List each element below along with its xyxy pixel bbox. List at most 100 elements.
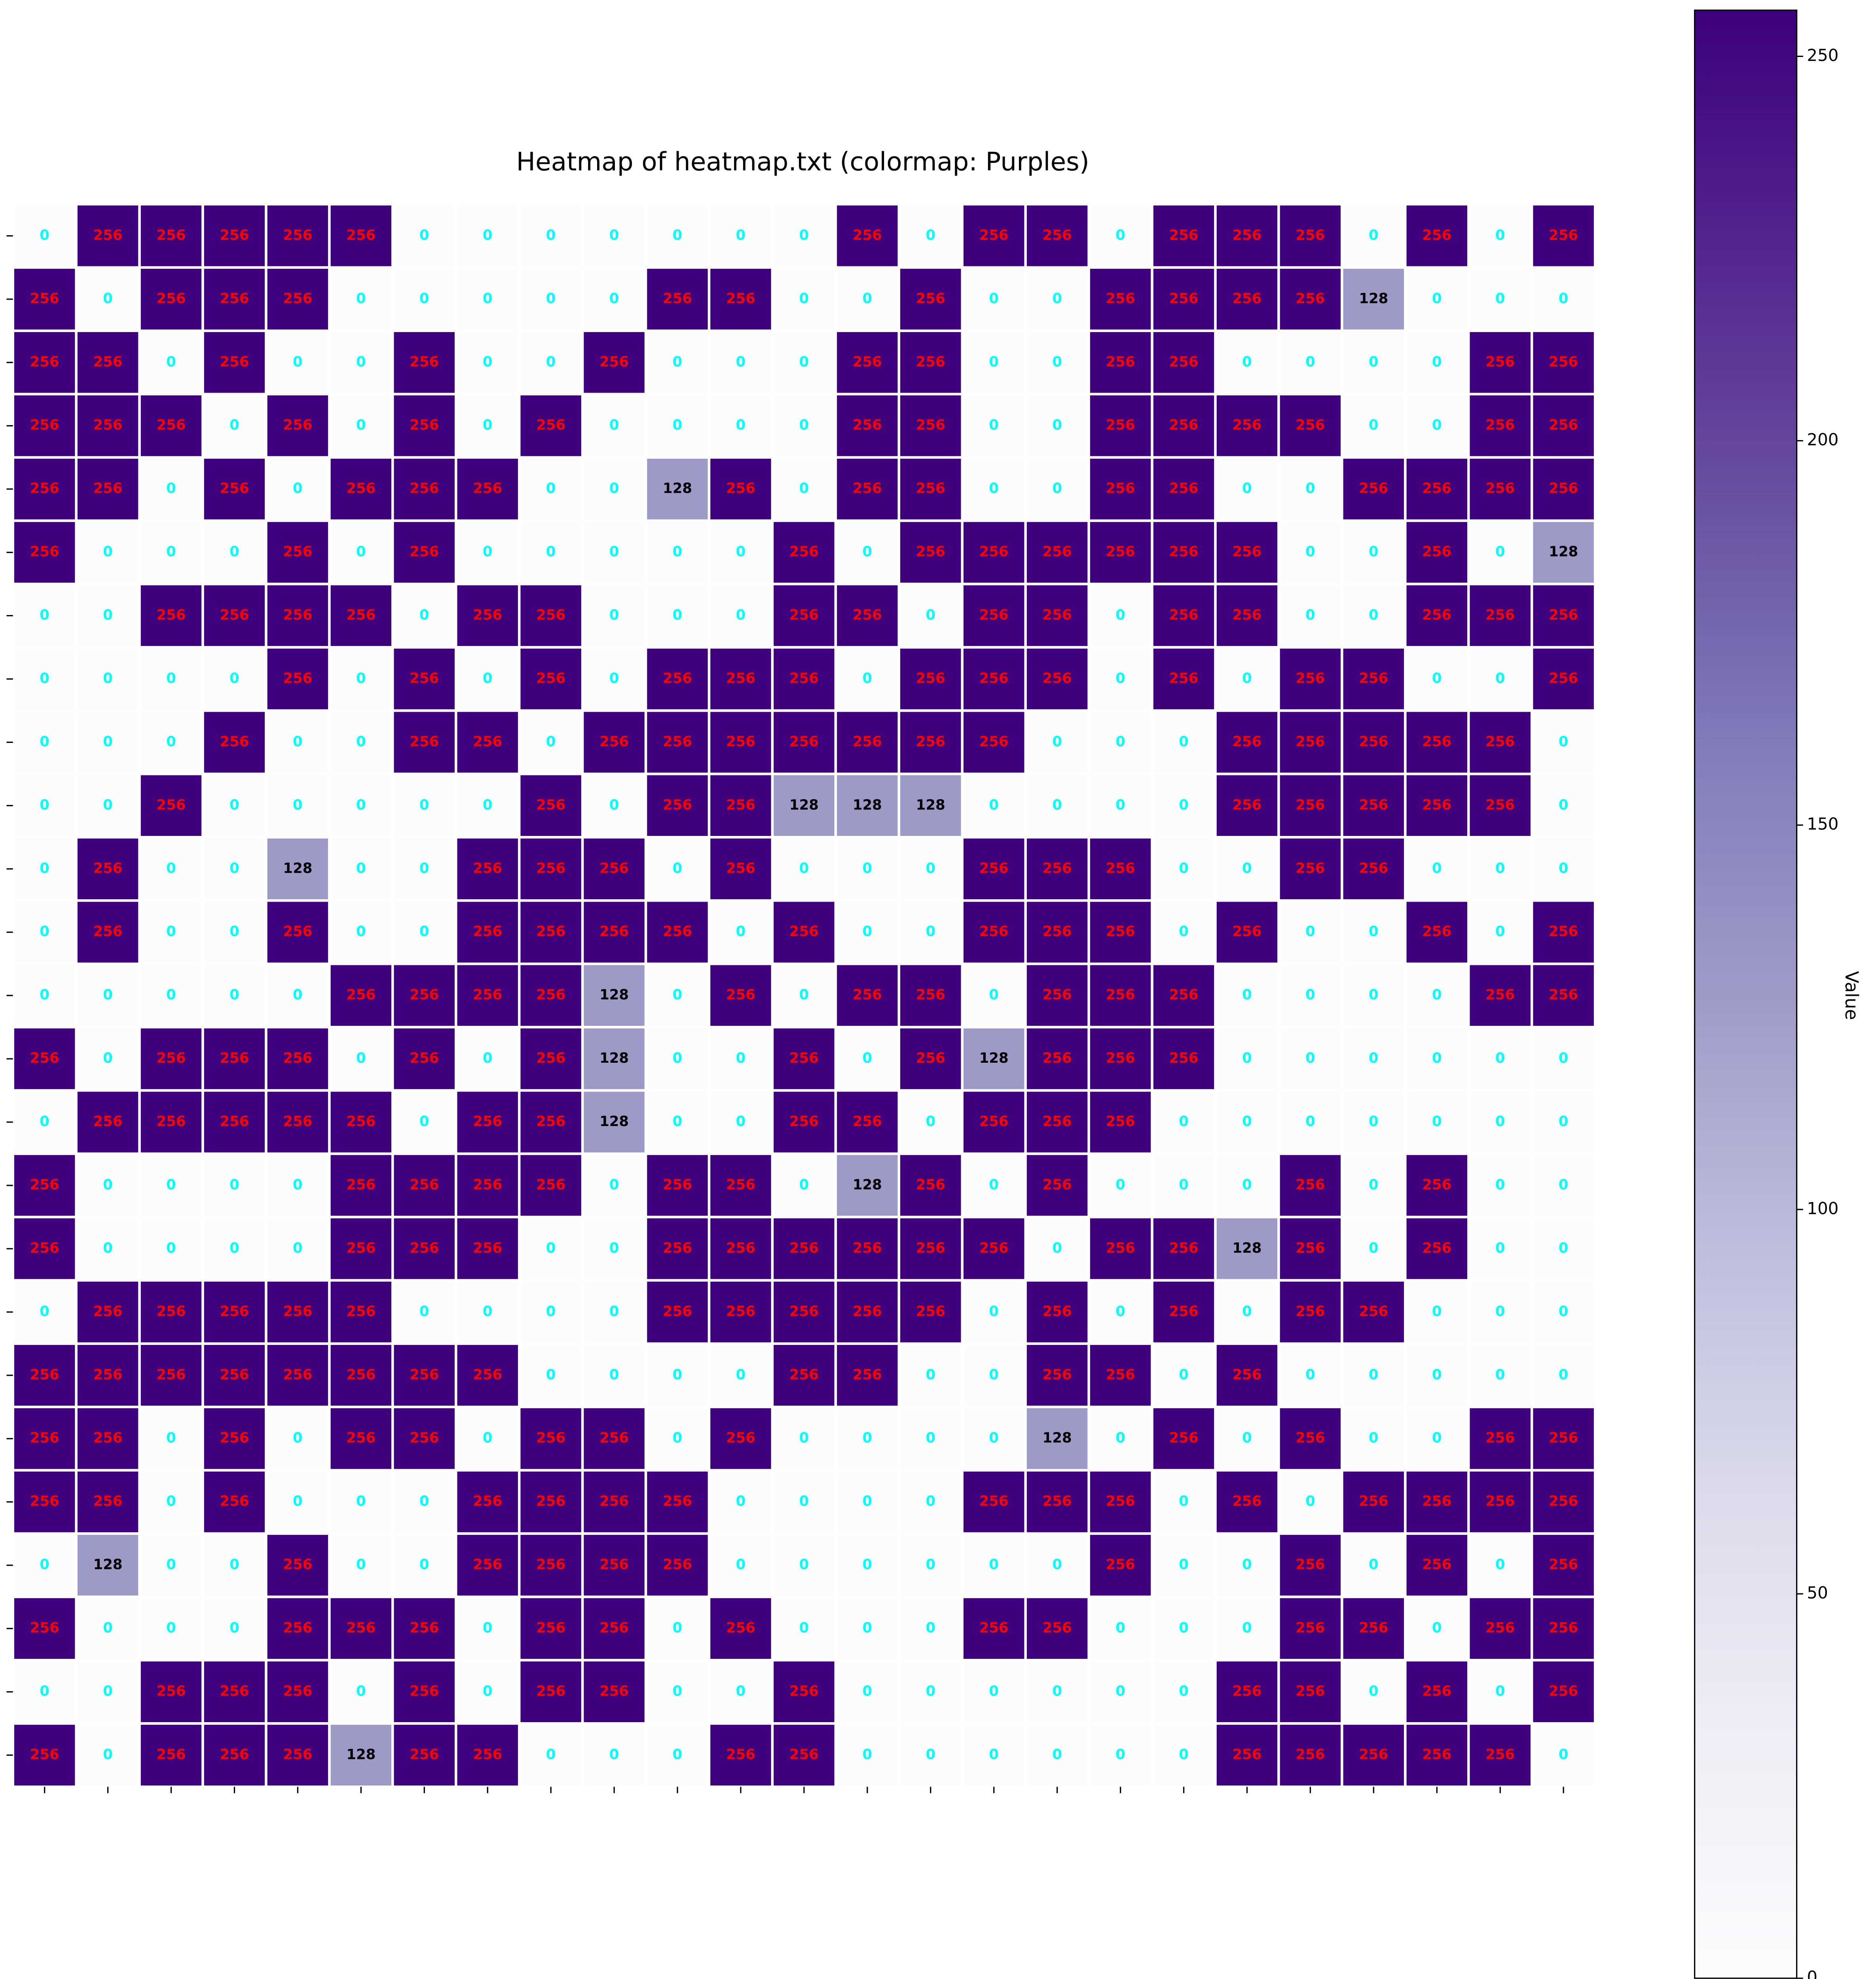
cell-label: 0: [799, 1620, 809, 1636]
cell-label: 256: [853, 417, 882, 433]
cell-label: 256: [283, 291, 312, 307]
heatmap-cell: [1151, 1532, 1217, 1598]
heatmap-cell: [1467, 773, 1533, 839]
cell-label: 256: [1106, 1113, 1135, 1130]
cell-label: 0: [40, 1683, 49, 1699]
cell-label: 256: [916, 1303, 945, 1320]
cell-label: 0: [609, 481, 619, 497]
heatmap-cell: [644, 1279, 711, 1345]
cell-label: 0: [926, 1620, 935, 1636]
cell-label: 128: [853, 797, 882, 813]
heatmap-cell: [1404, 1532, 1470, 1598]
cell-label: 256: [536, 1113, 565, 1130]
cell-label: 0: [483, 1050, 493, 1066]
cell-label: 0: [1242, 1430, 1252, 1446]
heatmap-cell: [1214, 393, 1280, 459]
heatmap-cell: [897, 1405, 964, 1472]
cell-label: 0: [230, 987, 239, 1003]
cell-label: 0: [546, 354, 556, 370]
heatmap-cell: [961, 1216, 1027, 1282]
cell-label: 0: [230, 417, 239, 433]
cell-label: 0: [863, 1430, 873, 1446]
heatmap-cell: [265, 1532, 331, 1598]
heatmap-cell: [897, 1532, 964, 1598]
heatmap-cell: [518, 899, 584, 965]
cell-label: 256: [473, 987, 502, 1003]
cell-label: 256: [283, 607, 312, 623]
heatmap-cell: [1530, 1595, 1597, 1662]
colorbar-tick-label: 100: [1807, 1198, 1838, 1218]
heatmap-cell: [771, 646, 837, 712]
heatmap-cell: [834, 646, 901, 712]
cell-label: 0: [1432, 1367, 1442, 1383]
heatmap-cell: [391, 1659, 457, 1725]
cell-label: 0: [926, 607, 935, 623]
heatmap-cell: [1087, 1405, 1153, 1472]
cell-label: 0: [799, 1177, 809, 1193]
cell-label: 256: [536, 417, 565, 433]
heatmap-cell: [328, 1659, 394, 1725]
cell-label: 256: [663, 923, 692, 940]
heatmap-cell: [961, 329, 1027, 395]
cell-label: 0: [293, 987, 303, 1003]
heatmap-cell: [1467, 1469, 1533, 1535]
heatmap-cell: [201, 329, 267, 395]
heatmap-cell: [581, 456, 647, 522]
cell-label: 0: [1369, 1113, 1379, 1130]
heatmap-cell: [708, 709, 774, 775]
cell-label: 256: [1549, 1430, 1578, 1446]
heatmap-cell: [708, 1469, 774, 1535]
cell-label: 256: [410, 733, 439, 750]
cell-label: 256: [30, 417, 59, 433]
cell-label: 256: [789, 1240, 819, 1256]
heatmap-cell: [708, 962, 774, 1029]
heatmap-cell: [201, 646, 267, 712]
heatmap-cell: [11, 1469, 78, 1535]
heatmap-cell: [1087, 1152, 1153, 1219]
cell-label: 0: [483, 544, 493, 560]
heatmap-cell: [75, 1405, 141, 1472]
cell-label: 0: [926, 1683, 935, 1699]
cell-label: 256: [979, 1240, 1009, 1256]
colorbar-label: Value: [1841, 971, 1862, 1020]
cell-label: 256: [1043, 1620, 1072, 1636]
heatmap-cell: [961, 709, 1027, 775]
heatmap-cell: [708, 266, 774, 332]
cell-label: 256: [979, 1113, 1009, 1130]
heatmap-cell: [644, 836, 711, 902]
cell-label: 0: [1559, 1240, 1569, 1256]
cell-label: 0: [1242, 670, 1252, 686]
cell-label: 256: [473, 733, 502, 750]
cell-label: 0: [103, 544, 113, 560]
heatmap-cell: [1277, 1469, 1343, 1535]
cell-label: 256: [157, 797, 186, 813]
heatmap-cell: [581, 962, 647, 1029]
cell-label: 256: [93, 227, 123, 243]
cell-label: 256: [536, 1683, 565, 1699]
cell-label: 256: [853, 1113, 882, 1130]
cell-label: 0: [1242, 987, 1252, 1003]
cell-label: 256: [536, 987, 565, 1003]
cell-label: 0: [673, 1683, 683, 1699]
cell-label: 256: [30, 1746, 59, 1762]
heatmap-cell: [897, 1279, 964, 1345]
heatmap-cell: [391, 773, 457, 839]
cell-label: 0: [1305, 1113, 1315, 1130]
cell-label: 0: [1052, 733, 1062, 750]
cell-label: 256: [473, 1177, 502, 1193]
heatmap-cell: [581, 1089, 647, 1155]
cell-label: 256: [220, 1746, 249, 1762]
heatmap-cell: [391, 393, 457, 459]
heatmap-cell: [455, 836, 521, 902]
cell-label: 256: [1359, 1620, 1388, 1636]
cell-label: 256: [599, 1493, 629, 1510]
cell-label: 0: [483, 291, 493, 307]
cell-label: 256: [1169, 354, 1199, 370]
cell-label: 256: [1232, 1493, 1261, 1510]
cell-label: 256: [1422, 733, 1451, 750]
cell-label: 256: [726, 1620, 755, 1636]
heatmap-cell: [771, 899, 837, 965]
cell-label: 256: [1485, 1430, 1515, 1446]
heatmap-cell: [961, 899, 1027, 965]
